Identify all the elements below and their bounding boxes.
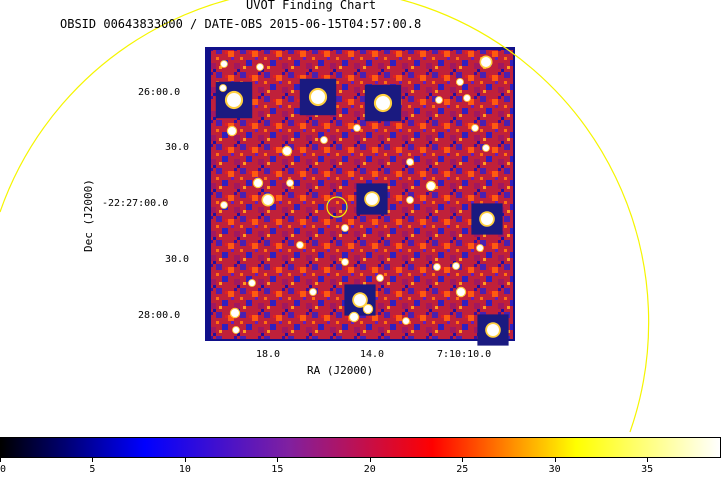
star-core [436, 97, 442, 103]
star-core [257, 64, 263, 70]
y-tick-label: 28:00.0 [138, 310, 181, 321]
star-core [220, 85, 226, 91]
star-core [407, 197, 413, 203]
colorbar-tick-label: 5 [89, 464, 96, 475]
colorbar-tick [554, 458, 556, 462]
colorbar-tick-label: 0 [0, 464, 7, 475]
y-axis-label: Dec (J2000) [82, 179, 95, 252]
star-core [481, 213, 493, 225]
target-circle [326, 196, 348, 218]
star-core [481, 57, 491, 67]
chart-subtitle: OBSID 00643833000 / DATE-OBS 2015-06-15T… [60, 17, 422, 31]
star-core [297, 242, 303, 248]
star-core [407, 159, 413, 165]
star-core [249, 280, 255, 286]
star-core [477, 245, 483, 251]
star-core [254, 179, 262, 187]
star-core [464, 95, 470, 101]
colorbar-tick-label: 30 [548, 464, 561, 475]
star-core [263, 195, 273, 205]
colorbar-tick [277, 458, 279, 462]
y-tick-label: 26:00.0 [138, 87, 181, 98]
star-core [403, 318, 409, 324]
x-tick-label: 7:10:10.0 [437, 349, 492, 360]
star-core [310, 289, 316, 295]
colorbar-tick [462, 458, 464, 462]
colorbar-tick-label: 10 [178, 464, 191, 475]
star-core [376, 96, 390, 110]
star-core [342, 259, 348, 265]
colorbar-tick-label: 15 [271, 464, 284, 475]
colorbar [0, 437, 721, 458]
star-core [231, 309, 239, 317]
x-axis-label: RA (J2000) [307, 364, 374, 377]
star-core [354, 125, 360, 131]
star-core [342, 225, 348, 231]
star-core [221, 61, 227, 67]
y-tick-label: 30.0 [165, 142, 190, 153]
star-core [233, 327, 239, 333]
star-core [311, 90, 325, 104]
star-core [377, 275, 383, 281]
star-core [483, 145, 489, 151]
star-core [228, 127, 236, 135]
star-core [427, 182, 435, 190]
star-core [457, 288, 465, 296]
x-tick-label: 14.0 [360, 349, 385, 360]
star-core [487, 324, 499, 336]
star-core [472, 125, 478, 131]
star-core [227, 93, 241, 107]
star-core [434, 264, 440, 270]
y-tick-label: -22:27:00.0 [102, 198, 169, 209]
star-core [283, 147, 291, 155]
star-core [350, 313, 358, 321]
stars [215, 55, 509, 346]
star-core [453, 263, 459, 269]
chart-title: UVOT Finding Chart [246, 0, 377, 12]
colorbar-tick-label: 25 [456, 464, 469, 475]
x-tick-label: 18.0 [256, 349, 281, 360]
colorbar-tick-label: 20 [363, 464, 376, 475]
star-core [364, 305, 372, 313]
star-core [354, 294, 366, 306]
colorbar-tick [647, 458, 649, 462]
colorbar-tick [92, 458, 94, 462]
colorbar-tick-label: 35 [641, 464, 654, 475]
y-tick-label: 30.0 [165, 254, 190, 265]
star-core [287, 180, 293, 186]
star-core [457, 79, 463, 85]
star-core [221, 202, 227, 208]
star-core [366, 193, 378, 205]
coverage-arc [0, 0, 650, 433]
star-core [321, 137, 327, 143]
colorbar-tick [184, 458, 186, 462]
colorbar-tick [0, 458, 1, 462]
colorbar-tick [369, 458, 371, 462]
